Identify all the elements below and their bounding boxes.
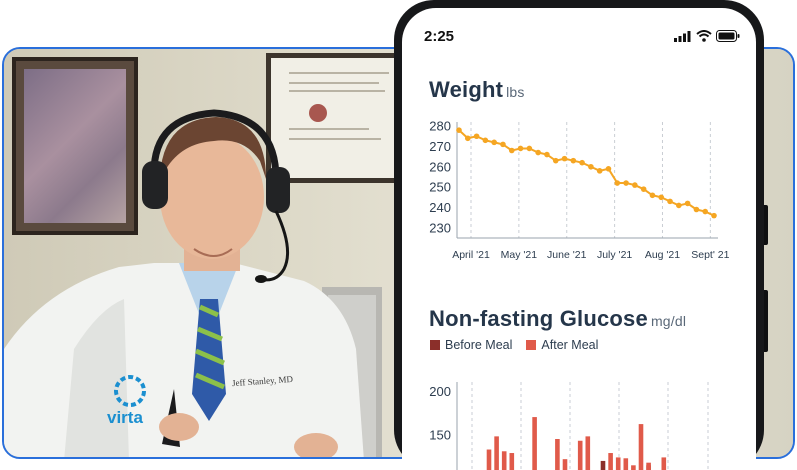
weight-x-tick-label: May '21 <box>501 249 538 261</box>
weight-data-point <box>526 145 533 152</box>
weight-x-tick-label: Sept' 21 <box>691 249 729 261</box>
legend-before-meal-swatch <box>430 340 440 350</box>
weight-series-line <box>458 129 715 217</box>
glucose-after-meal-bar <box>555 439 560 470</box>
glucose-chart-title: Non-fasting Glucose mg/dl <box>429 306 686 332</box>
weight-data-point <box>693 206 700 213</box>
weight-data-point <box>473 133 480 140</box>
weight-y-tick-label: 280 <box>429 119 451 134</box>
glucose-after-meal-bar <box>615 457 621 470</box>
weight-y-tick-label: 250 <box>429 180 451 195</box>
glucose-after-meal-bar <box>661 457 667 470</box>
weight-chart-title: Weight lbs <box>429 77 525 103</box>
glucose-after-meal-bar <box>623 458 629 470</box>
weight-unit-text: lbs <box>506 84 525 100</box>
weight-data-point <box>632 182 638 188</box>
status-time: 2:25 <box>424 28 455 45</box>
phone-device: 2:25 <box>394 0 768 470</box>
status-bar: 2:25 <box>402 8 756 62</box>
weight-data-point <box>658 194 665 201</box>
glucose-after-meal-bar <box>646 462 651 470</box>
weight-x-tick-label: June '21 <box>547 249 587 261</box>
glucose-after-meal-bar <box>509 453 515 470</box>
glucose-after-meal-bar <box>631 465 636 470</box>
weight-data-point <box>570 157 577 164</box>
weight-data-point <box>517 145 524 152</box>
weight-data-point <box>684 200 691 207</box>
weight-data-point <box>676 202 682 209</box>
weight-x-tick-label: April '21 <box>452 249 490 261</box>
weight-data-point <box>667 198 673 205</box>
weight-data-point <box>579 159 585 166</box>
glucose-after-meal-bar <box>532 417 537 470</box>
glucose-after-meal-bar <box>486 449 492 470</box>
weight-data-point <box>491 139 497 146</box>
weight-data-point <box>588 163 594 170</box>
weight-data-point <box>623 180 629 186</box>
glucose-legend: Before Meal After Meal <box>430 338 598 352</box>
legend-before-meal: Before Meal <box>430 338 512 352</box>
glucose-chart: 200150100 <box>429 382 709 470</box>
glucose-after-meal-bar <box>638 424 644 470</box>
weight-data-point <box>552 157 559 164</box>
glucose-before-meal-bar <box>600 460 606 470</box>
weight-y-tick-label: 240 <box>429 200 451 215</box>
glucose-after-meal-bar <box>577 440 583 470</box>
weight-data-point <box>500 141 506 148</box>
weight-data-point <box>614 180 621 186</box>
weight-x-tick-label: July '21 <box>597 249 632 261</box>
glucose-unit-text: mg/dl <box>650 313 687 329</box>
weight-y-tick-label: 230 <box>429 220 451 235</box>
weight-data-point <box>711 212 717 219</box>
weight-data-point <box>640 186 647 192</box>
glucose-y-tick-label: 150 <box>429 428 451 443</box>
weight-data-point <box>649 192 656 199</box>
weight-data-point <box>482 137 489 144</box>
wall-art-frame <box>12 57 138 235</box>
signal-icon <box>674 31 691 42</box>
weight-chart: 280 270 260 250 240 230 April '21 May '21 June '… <box>429 119 729 261</box>
legend-after-meal-swatch <box>526 340 537 350</box>
weight-data-point <box>596 168 603 174</box>
weight-y-tick-label: 260 <box>429 159 451 174</box>
battery-icon <box>716 30 740 42</box>
weight-data-point <box>702 208 709 215</box>
weight-data-point <box>464 135 471 142</box>
legend-after-meal: After Meal <box>526 338 598 352</box>
legend-before-meal-label: Before Meal <box>445 338 513 352</box>
weight-data-point <box>535 149 541 156</box>
weight-data-point <box>561 155 568 162</box>
phone-screen: 2:25 <box>402 8 756 470</box>
glucose-after-meal-bar <box>608 453 613 470</box>
glucose-after-meal-bar <box>494 436 499 470</box>
weight-x-tick-label: Aug '21 <box>645 249 680 261</box>
glucose-title-text: Non-fasting Glucose <box>429 306 648 331</box>
glucose-after-meal-bar <box>585 436 591 470</box>
weight-data-point <box>544 151 550 158</box>
weight-y-tick-label: 270 <box>429 139 451 154</box>
wifi-icon <box>696 30 712 42</box>
weight-data-point <box>605 166 612 172</box>
brand-logo-text: virta <box>107 408 143 427</box>
weight-title-text: Weight <box>429 77 504 102</box>
weight-data-point <box>456 127 462 133</box>
doctor-illustration <box>4 109 382 457</box>
glucose-y-tick-label: 200 <box>429 384 451 399</box>
legend-after-meal-label: After Meal <box>541 338 599 352</box>
weight-data-point <box>508 147 515 154</box>
